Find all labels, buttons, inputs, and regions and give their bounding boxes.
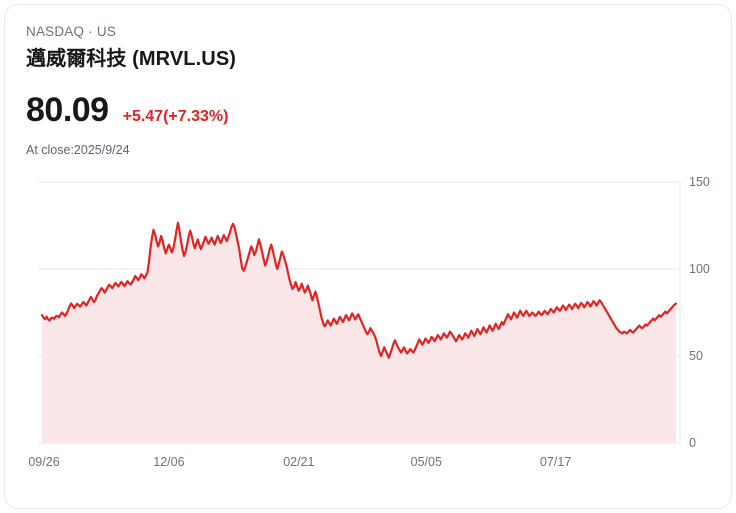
price-line xyxy=(40,221,678,359)
exchange-separator: · xyxy=(88,24,93,39)
price-change: +5.47(+7.33%) xyxy=(122,108,229,125)
page-title: 邁威爾科技 (MRVL.US) xyxy=(26,48,237,70)
y-axis-tick-label: 150 xyxy=(689,175,710,189)
price-area-fill xyxy=(42,222,676,443)
x-axis-tick-label: 05/05 xyxy=(410,455,442,469)
exchange-name: NASDAQ xyxy=(26,24,85,39)
price-value: 80.09 xyxy=(26,91,109,129)
y-axis-tick-label: 100 xyxy=(689,262,710,276)
y-axis-tick-label: 50 xyxy=(689,349,703,363)
x-axis-tick-label: 09/26 xyxy=(28,455,60,469)
x-axis-tick-label: 02/21 xyxy=(283,455,315,469)
price-row: 80.09 +5.47(+7.33%) xyxy=(26,91,731,129)
exchange-line: NASDAQ · US xyxy=(26,23,731,41)
stock-quote-card: NASDAQ · US 邁威爾科技 (MRVL.US) 80.09 +5.47(+7… xyxy=(4,4,732,509)
y-axis-tick-label: 0 xyxy=(689,436,696,450)
market-status-note: At close:2025/9/24 xyxy=(26,143,130,157)
x-axis-tick-label: 12/06 xyxy=(153,455,185,469)
exchange-region: US xyxy=(96,24,117,39)
quote-header: NASDAQ · US 邁威爾科技 (MRVL.US) 80.09 +5.47(+7… xyxy=(5,5,731,158)
x-axis-tick-label: 07/17 xyxy=(539,455,572,469)
